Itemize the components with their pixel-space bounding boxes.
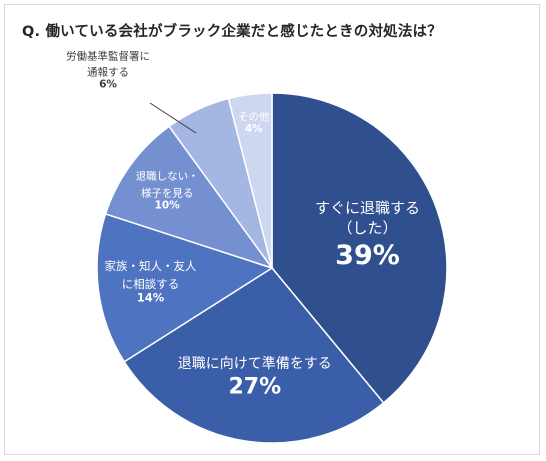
slice-value-1: 27% xyxy=(228,375,281,400)
slice-label-4-line-0: 労働基準監督署に xyxy=(66,50,150,63)
slice-label-3-line-0: 退職しない・ xyxy=(136,170,199,182)
slice-value-0: 39% xyxy=(335,240,400,271)
slice-label-4-line-1: 通報する xyxy=(87,67,129,79)
slice-label-0-line-1: （した） xyxy=(337,219,397,237)
pie-slice-3 xyxy=(104,125,274,270)
slice-label-5-line-0: その他 xyxy=(238,110,270,123)
pie-slice-1 xyxy=(123,267,385,444)
pie-slice-5 xyxy=(227,92,273,269)
slice-value-3: 10% xyxy=(155,199,181,211)
slice-value-5: 4% xyxy=(245,123,263,135)
slice-label-2-line-1: に相談する xyxy=(122,277,180,291)
slice-label-2-line-0: 家族・知人・友人 xyxy=(105,259,197,273)
leader-line-label-4 xyxy=(149,102,197,134)
slice-label-1-line-0: 退職に向けて準備をする xyxy=(178,356,332,372)
slice-value-2: 14% xyxy=(137,291,165,305)
chart-title: Q. 働いている会社がブラック企業だと感じたときの対処法は？ xyxy=(22,24,442,40)
pie-slice-0 xyxy=(271,92,448,404)
slice-label-0-line-0: すぐに退職する xyxy=(315,199,420,217)
pie-slice-2 xyxy=(96,212,274,363)
slice-value-4: 6% xyxy=(99,79,117,91)
slice-label-3-line-1: 様子を見る xyxy=(141,186,194,199)
